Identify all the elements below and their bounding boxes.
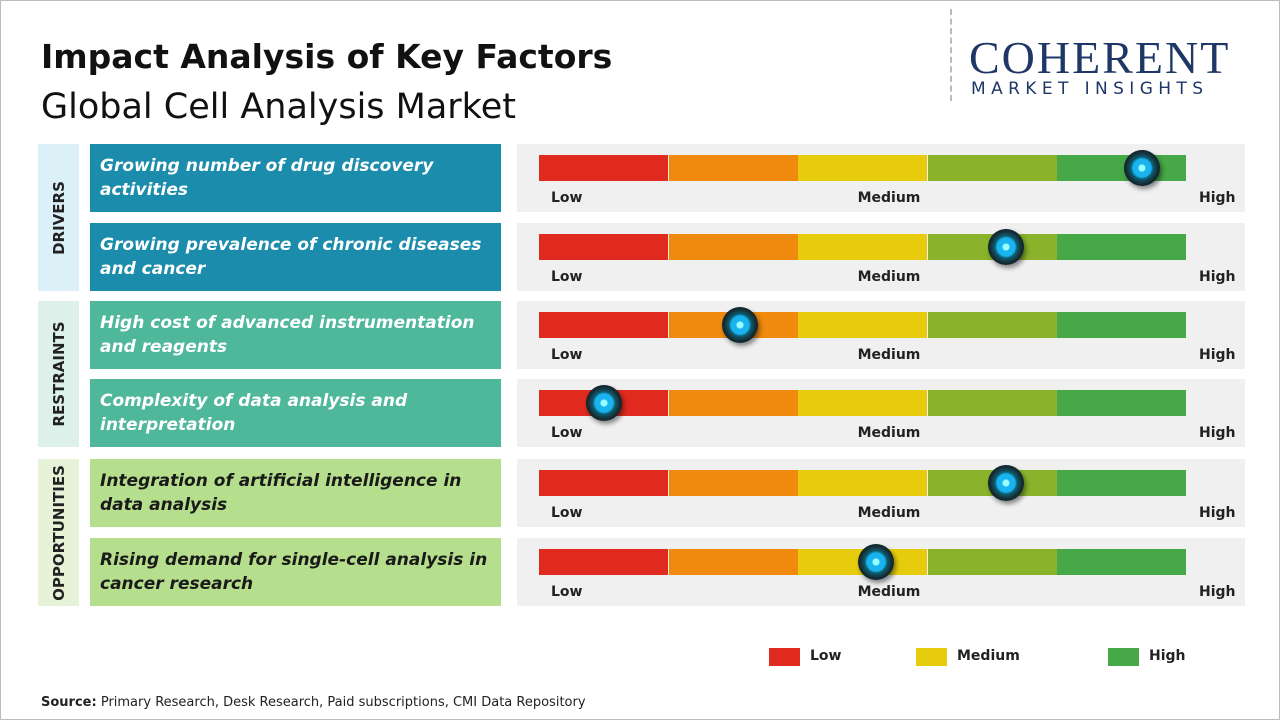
divider: [950, 9, 952, 101]
factor: Growing prevalence of chronic diseases a…: [90, 223, 501, 291]
source-label: Source:: [41, 695, 97, 710]
group-label: OPPORTUNITIES: [49, 464, 68, 601]
group-label: DRIVERS: [49, 180, 68, 255]
legend-swatch: [769, 648, 800, 666]
impact-knob: [1123, 150, 1160, 186]
gauge-segment: [927, 155, 1057, 181]
gauge: Low Medium High: [517, 144, 1245, 212]
legend-swatch: [1108, 648, 1139, 666]
gauge-segment: [539, 312, 668, 338]
impact-knob: [987, 465, 1024, 501]
scale-high: High: [1199, 190, 1236, 206]
scale-low: Low: [551, 505, 583, 521]
gauge-segment: [927, 390, 1057, 416]
scale-high: High: [1199, 425, 1236, 441]
legend-swatch: [916, 648, 947, 666]
gauge-segment: [798, 155, 928, 181]
gauge-segment: [539, 155, 668, 181]
legend-label: High: [1149, 648, 1186, 664]
gauge-segment: [1057, 312, 1187, 338]
gauge-segment: [539, 549, 668, 575]
scale-medium: Medium: [857, 584, 921, 600]
gauge-segment: [798, 470, 928, 496]
scale-low: Low: [551, 269, 583, 285]
legend-label: Medium: [957, 648, 1020, 664]
group-label-box: OPPORTUNITIES: [38, 459, 79, 606]
scale-high: High: [1199, 584, 1236, 600]
gauge: Low Medium High: [517, 538, 1245, 606]
factor: High cost of advanced instrumentation an…: [90, 301, 501, 369]
gauge-segment: [1057, 234, 1187, 260]
scale-medium: Medium: [857, 269, 921, 285]
gauge-segment: [668, 549, 798, 575]
gauge: Low Medium High: [517, 379, 1245, 447]
scale-medium: Medium: [857, 505, 921, 521]
gauge-segment: [798, 312, 928, 338]
scale-high: High: [1199, 505, 1236, 521]
scale-low: Low: [551, 190, 583, 206]
factor: Complexity of data analysis and interpre…: [90, 379, 501, 447]
factor: Growing number of drug discovery activit…: [90, 144, 501, 212]
gauge-segment: [798, 234, 928, 260]
gauge-segment: [1057, 549, 1187, 575]
gauge-segment: [668, 390, 798, 416]
scale-high: High: [1199, 347, 1236, 363]
gauge: Low Medium High: [517, 223, 1245, 291]
gauge-segment: [1057, 155, 1187, 181]
factor: Rising demand for single-cell analysis i…: [90, 538, 501, 606]
scale-low: Low: [551, 425, 583, 441]
legend-label: Low: [810, 648, 842, 664]
scale-medium: Medium: [857, 347, 921, 363]
gauge-segment: [668, 155, 798, 181]
impact-knob: [857, 544, 894, 580]
gauge-segment: [927, 312, 1057, 338]
gauge-segment: [539, 470, 668, 496]
scale-low: Low: [551, 584, 583, 600]
source-text: Primary Research, Desk Research, Paid su…: [100, 695, 586, 710]
logo-name: COHERENT: [969, 32, 1231, 83]
gauge-segment: [539, 234, 668, 260]
group-label: RESTRAINTS: [49, 321, 68, 427]
source: Source: Primary Research, Desk Research,…: [41, 695, 586, 710]
scale-medium: Medium: [857, 190, 921, 206]
title: Impact Analysis of Key Factors: [41, 37, 613, 76]
scale-low: Low: [551, 347, 583, 363]
subtitle: Global Cell Analysis Market: [41, 87, 516, 127]
logo-tagline: MARKET INSIGHTS: [971, 79, 1209, 99]
gauge-segment: [668, 470, 798, 496]
impact-knob: [721, 307, 758, 343]
gauge: Low Medium High: [517, 301, 1245, 369]
gauge-segment: [798, 390, 928, 416]
factor: Integration of artificial intelligence i…: [90, 459, 501, 527]
gauge-segment: [927, 549, 1057, 575]
gauge-segment: [1057, 390, 1187, 416]
group-label-box: RESTRAINTS: [38, 301, 79, 447]
scale-high: High: [1199, 269, 1236, 285]
gauge: Low Medium High: [517, 459, 1245, 527]
group-label-box: DRIVERS: [38, 144, 79, 291]
impact-knob: [585, 385, 622, 421]
gauge-segment: [1057, 470, 1187, 496]
gauge-segment: [668, 234, 798, 260]
scale-medium: Medium: [857, 425, 921, 441]
impact-knob: [987, 229, 1024, 265]
